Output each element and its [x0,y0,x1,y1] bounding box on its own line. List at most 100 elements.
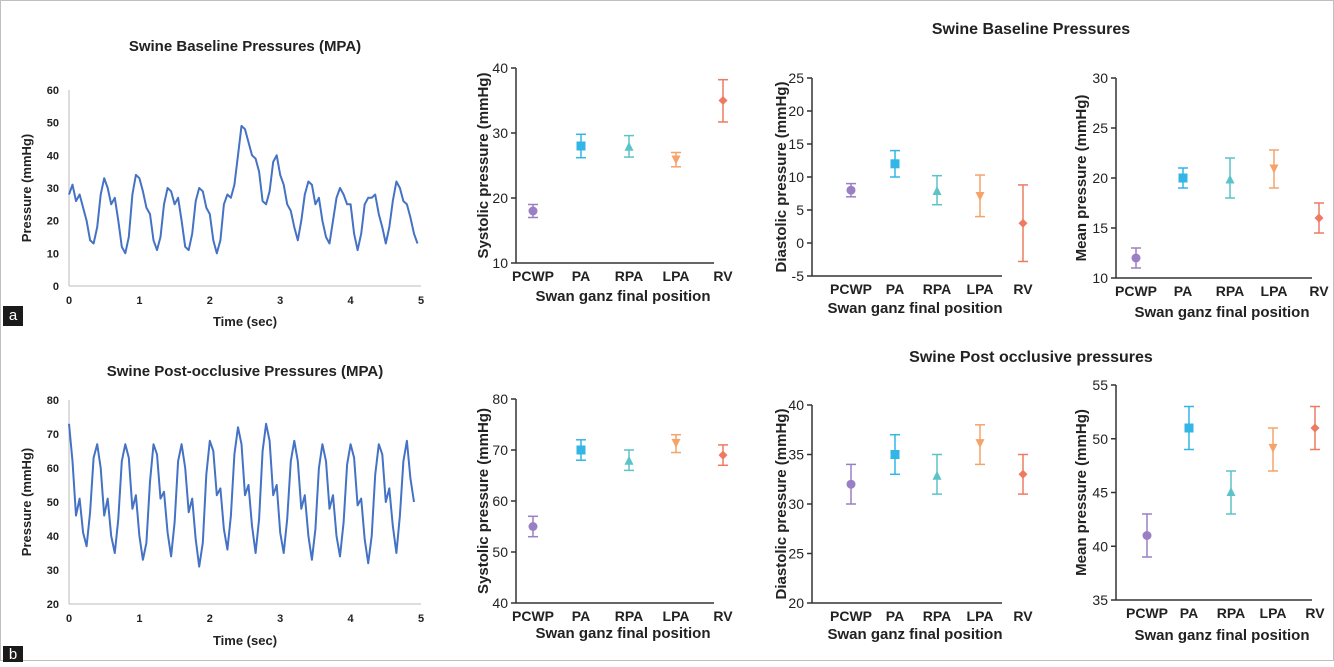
data-point-marker [1268,443,1278,453]
errorbar-chart-post_diastolic: 20 25 30 35 40 PCWP PA RPA LPA RV Swan ganz final … [773,397,1033,643]
row-title-post: Swine Post occlusive pressures [909,349,1153,366]
errorbar-pa [576,439,586,461]
y-tick-label: 40 [47,531,59,543]
y-tick-label: 35 [788,447,804,463]
x-category-label: PCWP [512,608,554,624]
x-category-label: RPA [615,268,644,284]
errorbar-pa [1178,167,1188,189]
x-category-label: PA [886,608,904,624]
y-tick-label: 20 [47,216,59,228]
x-category-label: PCWP [512,268,554,284]
y-tick-label: 10 [492,255,508,271]
y-tick-label: 45 [1092,485,1108,501]
y-tick-label: 70 [47,429,59,441]
x-category-label: RPA [1217,605,1246,621]
x-tick-label: 5 [418,613,424,625]
x-category-label: LPA [663,268,690,284]
y-tick-label: 50 [492,544,508,560]
x-axis-label: Time (sec) [213,633,277,648]
x-category-label: LPA [663,608,690,624]
data-point-marker [1310,423,1320,433]
x-axis-label: Swan ganz final position [535,625,710,642]
errorbar-rpa [1225,157,1235,199]
x-category-label: RV [713,608,733,624]
data-point-marker [528,522,538,531]
y-tick-label: 80 [492,391,508,407]
data-point-marker [1314,213,1324,223]
errorbar-rv [1018,184,1028,263]
y-axis-label: Mean pressure (mmHg) [1073,409,1090,576]
y-tick-label: 70 [492,442,508,458]
errorbar-rpa [932,453,942,495]
y-tick-label: 60 [47,463,59,475]
data-point-marker [1142,531,1152,540]
data-point-marker [846,185,856,195]
y-tick-label: 20 [47,599,59,611]
data-point-marker [890,159,900,169]
data-point-marker [1184,423,1194,433]
y-tick-label: 25 [788,546,804,562]
y-tick-label: 40 [47,150,59,162]
y-tick-label: 60 [492,493,508,509]
errorbar-chart-baseline_diastolic: -5 0 5 10 15 20 25 PCWP PA RPA LPA RV Swan ganz fina… [773,70,1033,317]
errorbar-rpa [624,449,634,472]
x-tick-label: 4 [348,613,355,625]
y-axis-label: Pressure (mmHg) [19,134,34,242]
x-tick-label: 3 [277,613,283,625]
y-axis-label: Diastolic pressure (mmHg) [773,409,790,600]
x-tick-label: 3 [277,295,283,307]
y-tick-label: 20 [788,103,804,119]
x-category-label: RV [1013,608,1033,624]
errorbar-rpa [624,134,634,158]
data-point-marker [671,438,681,448]
y-tick-label: 0 [796,235,804,251]
y-tick-label: 35 [1092,592,1108,608]
y-tick-label: 30 [492,125,508,141]
pressure-trace-line [68,124,419,255]
x-tick-label: 2 [207,613,213,625]
y-tick-label: 40 [492,595,508,611]
chart-title: Swine Baseline Pressures (MPA) [129,38,361,55]
y-tick-label: 50 [47,497,59,509]
data-point-marker [975,191,985,201]
y-tick-label: 50 [1092,431,1108,447]
data-point-marker [1225,174,1235,184]
data-point-marker [975,439,985,449]
x-category-label: LPA [967,281,994,297]
x-axis-label: Swan ganz final position [1134,304,1309,321]
y-tick-label: 30 [47,565,59,577]
x-category-label: PA [886,281,904,297]
y-axis-label: Systolic pressure (mmHg) [475,73,492,259]
y-tick-label: 30 [1092,70,1108,86]
y-axis-label: Systolic pressure (mmHg) [475,408,492,594]
x-tick-label: 1 [136,613,142,625]
y-axis-label: Pressure (mmHg) [19,448,34,556]
errorbar-rv [1314,202,1324,234]
data-point-marker [932,470,942,480]
x-axis-label: Swan ganz final position [827,626,1002,643]
data-point-marker [1018,469,1028,479]
y-axis-label: Mean pressure (mmHg) [1073,95,1090,262]
y-tick-label: 20 [788,595,804,611]
x-tick-label: 5 [418,295,424,307]
data-point-marker [932,186,942,196]
y-tick-label: 30 [788,496,804,512]
x-tick-label: 0 [66,613,72,625]
errorbar-rv [1310,405,1320,451]
panel-label-a: a [3,306,23,326]
x-category-label: RPA [1216,283,1245,299]
y-tick-label: 25 [1092,120,1108,136]
errorbar-pcwp [1142,513,1152,558]
errorbar-rpa [1226,470,1236,515]
x-axis-label: Swan ganz final position [827,300,1002,317]
errorbar-lpa [975,174,985,218]
x-axis-label: Time (sec) [213,314,277,329]
y-axis-label: Diastolic pressure (mmHg) [773,82,790,273]
errorbar-chart-post_mean: 35 40 45 50 55 PCWP PA RPA LPA RV Swan ganz final … [1073,377,1325,644]
y-tick-label: 10 [1092,270,1108,286]
errorbar-lpa [671,151,681,168]
y-tick-label: -5 [792,268,805,284]
